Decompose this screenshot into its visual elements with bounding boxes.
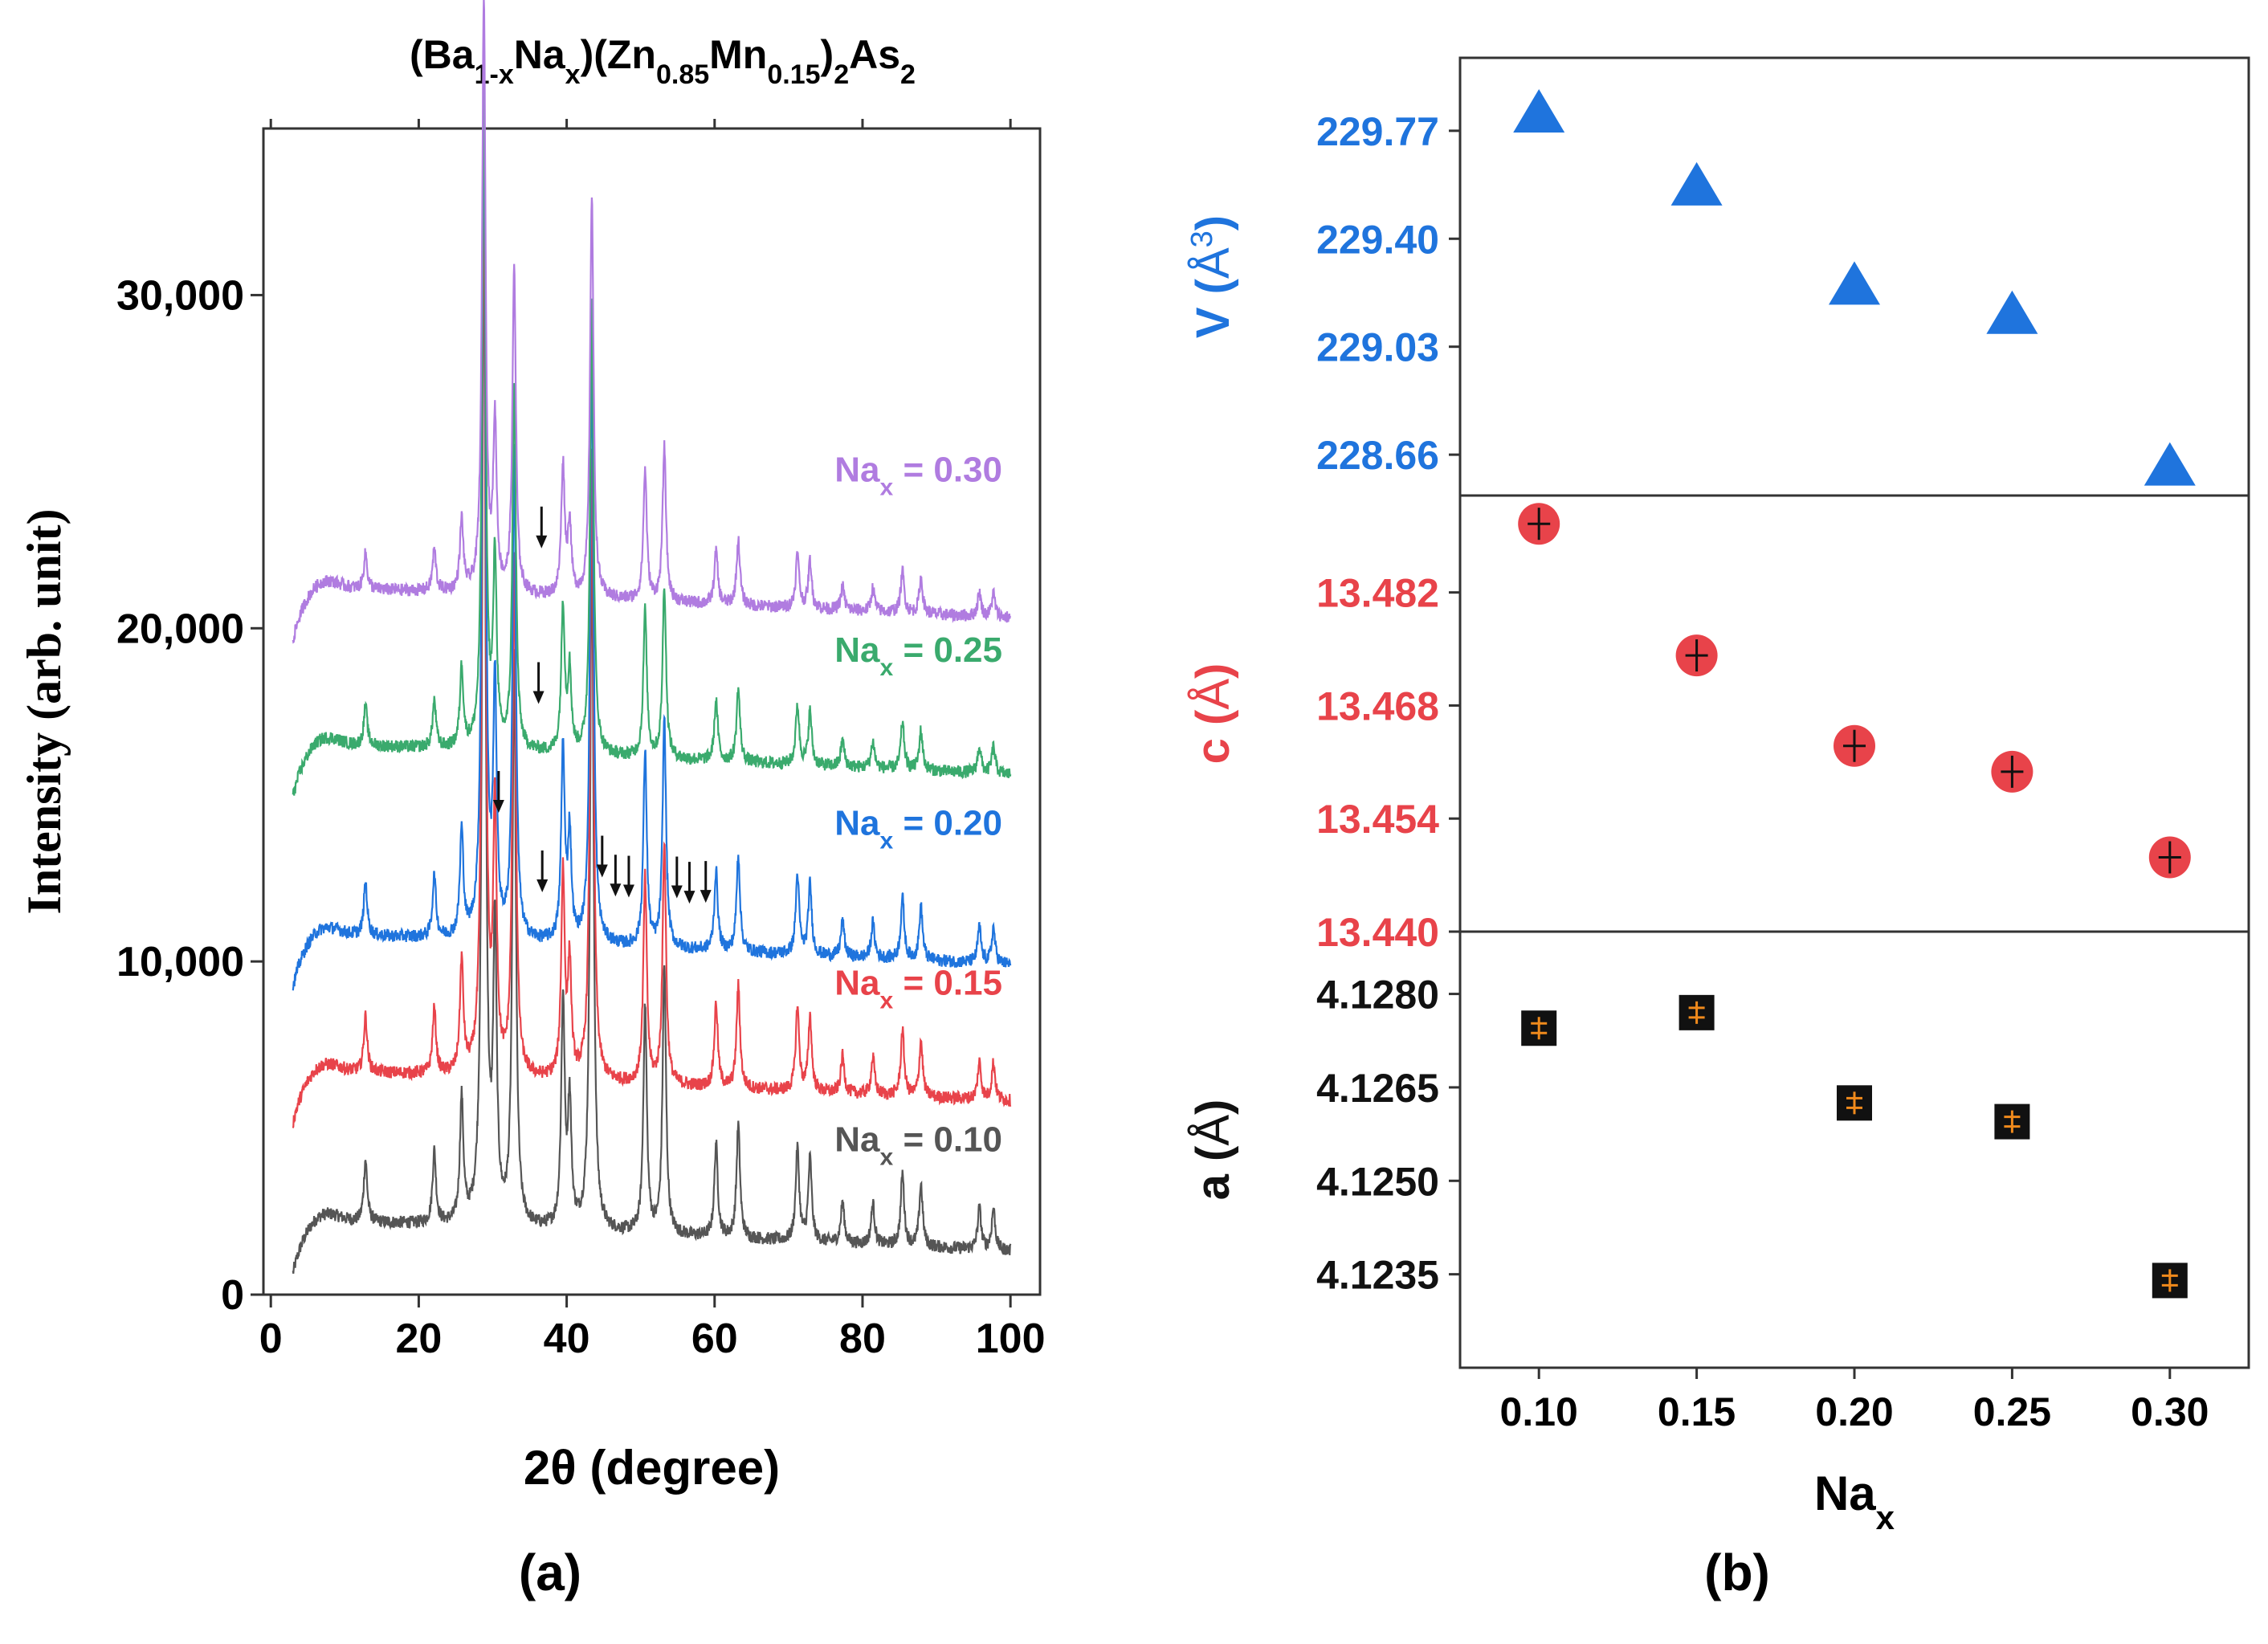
data-point-a <box>1679 994 1715 1030</box>
x-tick-label: 40 <box>544 1316 590 1362</box>
triangle-marker <box>1670 161 1723 206</box>
x-tick-label: 80 <box>839 1316 886 1362</box>
series-label: Nax = 0.20 <box>834 803 1002 854</box>
x-tick-label: 0.25 <box>1973 1389 2051 1434</box>
x-tick-label: 60 <box>691 1316 738 1362</box>
data-point-a <box>1994 1103 2030 1140</box>
y-tick-label: 0 <box>221 1272 244 1319</box>
plot-frame <box>262 127 1042 1296</box>
data-point-c <box>1675 634 1718 677</box>
subplot-frame <box>1458 494 2250 933</box>
x-tick-label: 0 <box>259 1316 283 1362</box>
y-tick-label: 4.1265 <box>1316 1066 1439 1111</box>
y-tick-label: 13.440 <box>1316 910 1439 955</box>
xrd-trace <box>292 127 1012 1128</box>
impurity-arrow-head <box>536 879 549 892</box>
subplot-frame <box>1458 930 2250 1369</box>
series-label: Nax = 0.30 <box>834 451 1002 501</box>
panel-b-label: (b) <box>1704 1544 1770 1601</box>
x-axis-label: Nax <box>1814 1467 1895 1536</box>
data-point-a <box>1521 1010 1557 1046</box>
data-point-a <box>1837 1085 1872 1121</box>
x-tick-label: 0.15 <box>1658 1389 1736 1434</box>
data-point-V <box>2144 442 2196 486</box>
y-axis-label: Intensity (arb. unit) <box>18 508 71 914</box>
y-tick-label: 228.66 <box>1316 433 1439 478</box>
impurity-arrow-head <box>532 691 545 704</box>
x-tick-label: 20 <box>395 1316 442 1362</box>
xrd-series-0.20: Nax = 0.20 <box>292 50 1012 991</box>
y-tick-label: 4.1250 <box>1316 1159 1439 1204</box>
y-tick-label: 229.03 <box>1316 325 1439 370</box>
impurity-arrow-head <box>700 890 712 904</box>
impurity-arrow-head <box>683 891 695 904</box>
triangle-marker <box>1513 89 1565 133</box>
x-axis-label: 2θ (degree) <box>524 1441 780 1495</box>
y-axis-label: c (Å) <box>1187 663 1239 765</box>
xrd-trace <box>292 182 1012 1274</box>
impurity-arrow-head <box>536 535 548 549</box>
panel-a-label: (a) <box>519 1544 581 1601</box>
y-tick-label: 13.468 <box>1316 683 1439 728</box>
xrd-trace <box>292 0 1011 644</box>
y-tick-label: 13.454 <box>1316 797 1439 842</box>
panel-a-xrd-chart: 0 20 40 60 80 100 0 10,000 20,000 30,000 2θ (degre… <box>18 0 1046 1495</box>
y-tick-label: 13.482 <box>1316 571 1439 616</box>
series-label: Nax = 0.25 <box>834 630 1002 681</box>
y-tick-label: 229.77 <box>1316 109 1439 154</box>
data-point-c <box>1518 503 1560 545</box>
y-tick-label: 4.1235 <box>1316 1253 1439 1298</box>
triangle-marker <box>1829 261 1880 305</box>
y-tick-label: 229.40 <box>1316 217 1439 262</box>
data-point-V <box>1829 261 1880 305</box>
x-tick-label: 100 <box>976 1316 1046 1362</box>
series-label: Nax = 0.15 <box>834 964 1002 1014</box>
triangle-marker <box>2144 442 2196 486</box>
xrd-series-0.15: Nax = 0.15 <box>292 127 1012 1128</box>
impurity-arrow-head <box>492 800 504 814</box>
impurity-arrow-head <box>622 884 634 898</box>
y-axis-label: V (Å3) <box>1185 215 1239 338</box>
data-point-V <box>1513 89 1565 133</box>
data-point-a <box>2152 1263 2188 1299</box>
subplot-c: 13.440 13.454 13.468 13.482 c (Å) <box>1187 494 2250 955</box>
y-tick-label: 10,000 <box>116 939 244 985</box>
figure-title: (Ba1-xNax)(Zn0.85Mn0.15)2As2 <box>410 32 916 90</box>
y-tick-label: 20,000 <box>116 606 244 652</box>
subplot-V: 228.66 229.03 229.40 229.77 V (Å3) <box>1185 56 2250 497</box>
subplot-a: 4.1235 4.1250 4.1265 4.1280 a (Å) 0.10 0.15 0.2… <box>1187 930 2250 1536</box>
impurity-arrow-head <box>596 864 608 878</box>
xrd-trace <box>292 50 1012 991</box>
data-point-V <box>1670 161 1723 206</box>
x-tick-label: 0.30 <box>2131 1389 2209 1434</box>
impurity-arrow-head <box>671 885 683 899</box>
data-point-V <box>1986 290 2038 334</box>
xrd-series-0.25: Nax = 0.25 <box>292 76 1012 796</box>
data-point-c <box>1991 750 2033 793</box>
x-tick-label: 0.10 <box>1500 1389 1578 1434</box>
xrd-series-0.30: Nax = 0.30 <box>292 0 1011 644</box>
y-tick-label: 4.1280 <box>1316 973 1439 1018</box>
y-axis-label: a (Å) <box>1187 1099 1239 1201</box>
triangle-marker <box>1986 290 2038 334</box>
data-point-c <box>2148 836 2191 879</box>
data-point-c <box>1834 724 1875 767</box>
xrd-trace <box>292 76 1012 796</box>
y-tick-label: 30,000 <box>116 272 244 319</box>
series-label: Nax = 0.10 <box>834 1120 1002 1171</box>
xrd-series-0.10: Nax = 0.10 <box>292 182 1012 1274</box>
impurity-arrow-head <box>610 883 622 897</box>
x-tick-label: 0.20 <box>1815 1389 1893 1434</box>
